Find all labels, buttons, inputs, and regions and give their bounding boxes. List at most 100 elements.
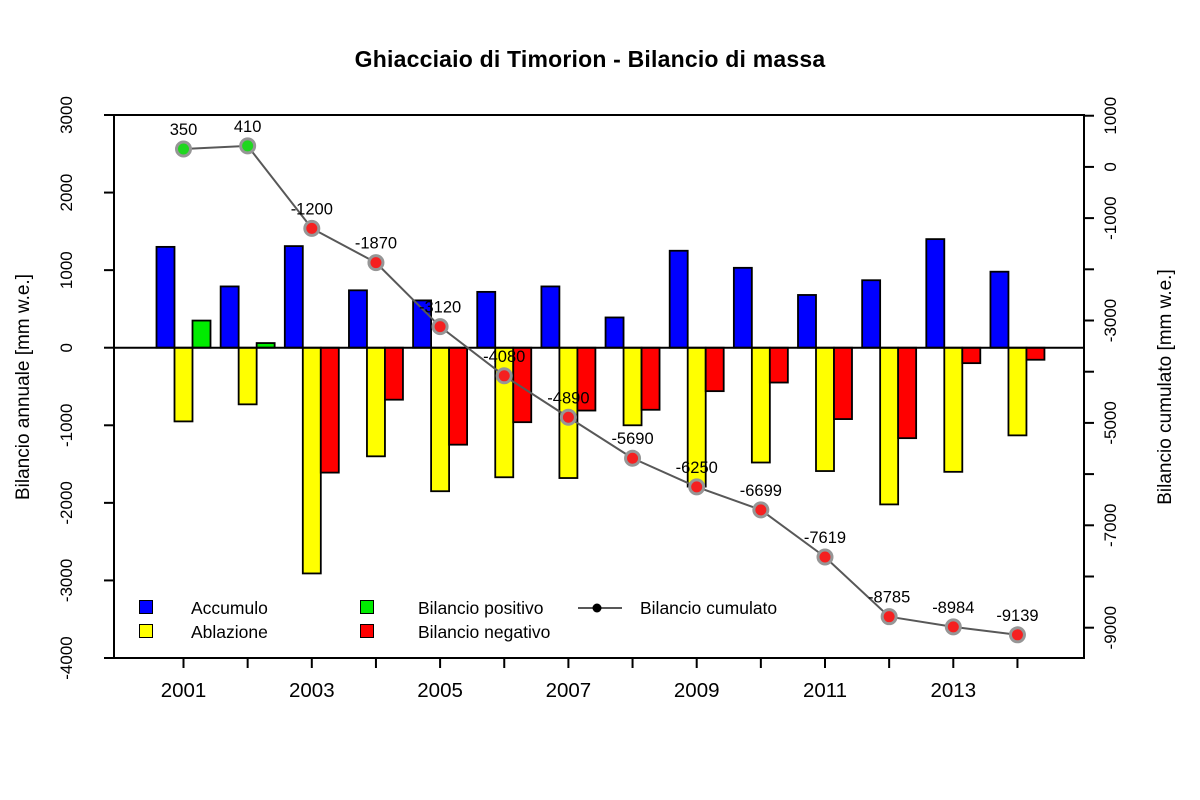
left-tick-label--3000: -3000 (57, 559, 76, 602)
bar-accumulo-2014 (989, 270, 1010, 349)
left-tick-label--1000: -1000 (57, 404, 76, 447)
bar-accumulo-2013 (925, 238, 946, 349)
bar-ablazione-2003 (301, 346, 322, 575)
left-tick-label-2000: 2000 (57, 174, 76, 212)
cumulato-label-2012: -8785 (868, 589, 910, 607)
right-tick-label--9000: -9000 (1101, 606, 1120, 649)
bar-ablazione-2012 (879, 346, 900, 506)
bar-accumulo-2010 (732, 266, 753, 349)
cumulato-point-2004 (367, 254, 385, 272)
cumulato-label-2003: -1200 (291, 200, 333, 218)
bar-bilancio-2001 (191, 319, 212, 349)
left-tick-label--4000: -4000 (57, 636, 76, 679)
bar-ablazione-2008 (622, 346, 643, 427)
bar-bilancio-2008 (640, 346, 661, 411)
cumulato-point-2009 (688, 478, 706, 496)
left-tick-label--2000: -2000 (57, 481, 76, 524)
bar-accumulo-2003 (283, 245, 304, 349)
bar-accumulo-2009 (668, 249, 689, 349)
right-tick-label--1000: -1000 (1101, 196, 1120, 239)
cumulato-point-2008 (624, 449, 642, 467)
cumulato-point-2007 (559, 408, 577, 426)
x-tick-label-2005: 2005 (417, 679, 463, 702)
cumulato-label-2008: -5690 (611, 430, 653, 448)
right-tick-label--3000: -3000 (1101, 299, 1120, 342)
cumulato-label-2007: -4890 (547, 389, 589, 407)
cumulato-label-2010: -6699 (740, 482, 782, 500)
left-tick-label-1000: 1000 (57, 251, 76, 289)
bar-bilancio-2011 (833, 346, 853, 420)
bar-bilancio-2010 (768, 346, 789, 384)
cumulato-point-2012 (880, 608, 898, 626)
bar-accumulo-2007 (540, 285, 561, 349)
right-tick-label--7000: -7000 (1101, 504, 1120, 547)
bar-bilancio-2013 (961, 346, 982, 365)
x-tick-label-2013: 2013 (930, 679, 976, 702)
bar-ablazione-2010 (750, 346, 771, 464)
x-tick-label-2011: 2011 (803, 679, 847, 702)
bar-accumulo-2002 (219, 285, 240, 349)
bar-ablazione-2006 (494, 346, 515, 479)
bar-bilancio-2005 (448, 346, 469, 446)
cumulato-label-2014: -9139 (996, 607, 1038, 625)
bar-ablazione-2005 (430, 346, 451, 493)
bar-accumulo-2001 (155, 245, 176, 349)
cumulato-label-2011: -7619 (804, 529, 846, 547)
bar-accumulo-2008 (604, 316, 625, 349)
left-tick-label-0: 0 (57, 343, 76, 352)
cumulato-label-2006: -4080 (483, 348, 525, 366)
bar-ablazione-2013 (943, 346, 964, 473)
bar-ablazione-2014 (1007, 346, 1028, 437)
legend-label-bilancio-negativo: Bilancio negativo (418, 622, 551, 642)
legend-swatch-bilancio-positivo (360, 600, 374, 614)
cumulato-point-2001 (175, 140, 192, 158)
bar-ablazione-2002 (237, 346, 258, 406)
cumulato-point-2005 (431, 318, 449, 336)
legend-label-bilancio-cumulato: Bilancio cumulato (640, 598, 778, 618)
bar-accumulo-2006 (476, 290, 497, 349)
cumulato-point-2002 (239, 137, 257, 155)
cumulato-point-2014 (1008, 626, 1026, 644)
bar-ablazione-2004 (366, 346, 386, 458)
bar-accumulo-2004 (348, 289, 368, 349)
chart-title: Ghiacciaio di Timorion - Bilancio di mas… (354, 46, 826, 72)
legend-label-accumulo: Accumulo (191, 598, 268, 618)
bar-accumulo-2012 (861, 279, 882, 349)
cumulato-point-2010 (752, 501, 770, 519)
bar-bilancio-2014 (1025, 346, 1046, 361)
cumulato-label-2002: 410 (234, 118, 262, 136)
legend-marker-bilancio-cumulato-icon (578, 603, 622, 613)
cumulato-point-2003 (303, 219, 321, 237)
bar-bilancio-2004 (384, 346, 404, 401)
bar-bilancio-2003 (319, 346, 340, 474)
bar-bilancio-2012 (897, 346, 918, 440)
x-tick-label-2003: 2003 (289, 679, 335, 702)
cumulato-point-2006 (495, 367, 513, 385)
cumulato-point-2011 (816, 548, 834, 566)
cumulato-point-2013 (944, 618, 962, 636)
bar-ablazione-2001 (173, 346, 194, 423)
x-tick-label-2001: 2001 (161, 679, 207, 702)
x-tick-label-2009: 2009 (674, 679, 720, 702)
right-tick-label--5000: -5000 (1101, 401, 1120, 444)
right-tick-label-0: 0 (1101, 162, 1120, 171)
cumulato-label-2001: 350 (170, 121, 198, 139)
cumulato-label-2005: -3120 (419, 299, 461, 317)
cumulato-label-2004: -1870 (355, 235, 397, 253)
legend-swatch-ablazione (139, 624, 153, 638)
cumulato-line (183, 144, 1018, 636)
x-tick-label-2007: 2007 (546, 679, 592, 702)
right-tick-label-1000: 1000 (1101, 97, 1120, 135)
cumulato-label-2009: -6250 (676, 459, 718, 477)
legend-label-bilancio-positivo: Bilancio positivo (418, 598, 544, 618)
bar-accumulo-2011 (797, 294, 817, 349)
legend-swatch-accumulo (139, 600, 153, 614)
legend-swatch-bilancio-negativo (360, 624, 374, 638)
cumulato-label-2013: -8984 (932, 599, 974, 617)
plot-box (113, 114, 1085, 659)
bar-ablazione-2011 (815, 346, 835, 472)
legend-label-ablazione: Ablazione (191, 622, 268, 642)
bar-bilancio-2009 (704, 346, 725, 393)
